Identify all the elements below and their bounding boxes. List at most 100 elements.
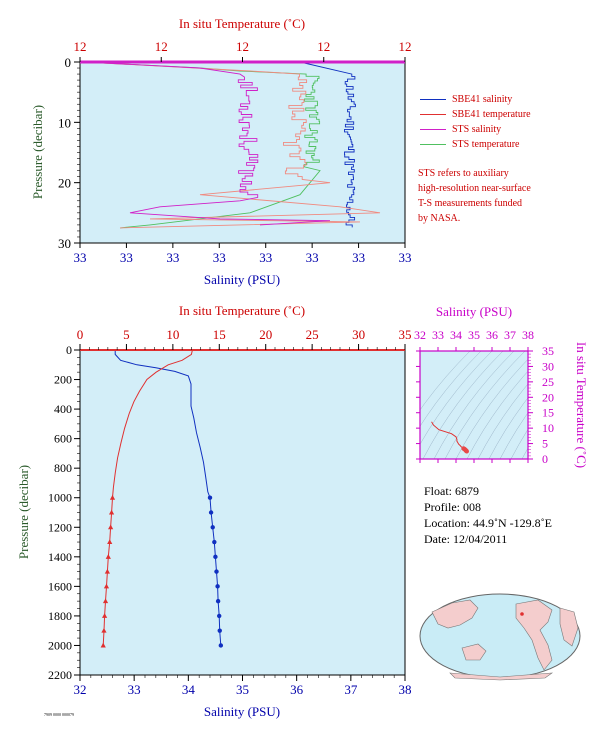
main-x-top-tick-label: 0 <box>77 327 84 342</box>
top-x-bottom-tick-label: 33 <box>166 250 179 265</box>
salinity-data-point <box>215 598 221 604</box>
top-x-bottom-tick-label: 33 <box>74 250 87 265</box>
main-x-bottom-tick-label: 34 <box>182 682 196 697</box>
main-x-bottom-ticks: 32 33 34 35 36 37 38 <box>74 675 412 697</box>
float-info: Float: 6879 Profile: 008 Location: 44.9˚… <box>424 483 552 547</box>
ts-x-tick-label: 32 <box>414 328 426 342</box>
main-x-bottom-axis-label: Salinity (PSU) <box>204 704 280 719</box>
density-contour <box>499 412 528 459</box>
main-panel-background <box>80 350 405 675</box>
top-x-top-tick-label: 12 <box>317 39 330 54</box>
top-x-top-axis-label: In situ Temperature (˚C) <box>179 16 305 31</box>
top-x-bottom-tick-label: 33 <box>259 250 272 265</box>
main-y-tick-label: 600 <box>54 432 72 446</box>
main-y-tick-label: 1600 <box>48 579 72 593</box>
ts-x-tick-label: 33 <box>432 328 444 342</box>
main-y-tick-label: 1000 <box>48 491 72 505</box>
top-x-bottom-ticks: 33 33 33 33 33 33 33 33 <box>74 243 412 265</box>
main-x-top-tick-label: 25 <box>306 327 319 342</box>
density-contour <box>422 351 504 459</box>
density-contour <box>455 358 528 459</box>
world-map-land-asia <box>431 599 479 629</box>
salinity-data-point <box>212 539 217 545</box>
salinity-data-point <box>208 510 214 515</box>
top-y-tick-label: 0 <box>65 55 72 70</box>
legend-label: SBE41 temperature <box>452 109 531 120</box>
float-location: Location: 44.9˚N -129.8˚E <box>424 516 552 530</box>
main-x-top-ticks: 0 5 10 15 20 25 30 35 <box>77 327 412 350</box>
top-y-tick-label: 30 <box>58 236 71 251</box>
top-x-bottom-tick-label: 33 <box>306 250 319 265</box>
world-map-land-americas <box>515 599 553 671</box>
ts-x-ticks: 32 33 34 35 36 37 38 <box>414 328 534 463</box>
ts-x-tick-label: 38 <box>522 328 534 342</box>
salinity-data-point <box>210 525 215 530</box>
ts-x-tick-label: 35 <box>468 328 480 342</box>
world-map-land-europe-africa <box>559 607 579 647</box>
density-contour <box>420 351 493 445</box>
density-contour <box>477 383 528 459</box>
top-x-top-tick-label: 12 <box>236 39 249 54</box>
footer-id: 7909 0000 000079 <box>44 712 74 717</box>
ts-y-tick-label: 25 <box>542 375 554 389</box>
legend-swatch <box>420 114 446 115</box>
legend-swatch <box>420 99 446 100</box>
top-panel: In situ Temperature (˚C) 12 12 12 12 12 33 33… <box>30 16 412 287</box>
ts-panel-trace <box>431 421 469 454</box>
ts-x-tick-label: 37 <box>504 328 516 342</box>
legend-item: STS temperature <box>420 137 531 152</box>
ts-y-tick-label: 15 <box>542 406 554 420</box>
top-y-axis-label: Pressure (decibar) <box>30 105 45 199</box>
main-x-bottom-tick-label: 38 <box>399 682 412 697</box>
density-contour <box>420 351 482 427</box>
main-x-bottom-tick-label: 35 <box>236 682 249 697</box>
top-panel-background <box>80 62 405 243</box>
main-y-tick-label: 0 <box>66 343 72 357</box>
temperature-data-point <box>108 509 115 515</box>
temperature-data-point <box>101 627 107 633</box>
main-y-tick-label: 2200 <box>48 668 72 682</box>
temperature-data-point <box>102 598 109 604</box>
top-x-top-tick-label: 12 <box>74 39 87 54</box>
main-panel: In situ Temperature (˚C) 0 5 10 15 20 25 30 35 … <box>16 303 412 719</box>
main-y-axis-label: Pressure (decibar) <box>16 465 31 559</box>
world-map <box>419 593 581 681</box>
top-x-top-tick-label: 12 <box>155 39 168 54</box>
temperature-data-point <box>108 524 114 530</box>
temperature-data-point <box>105 554 111 559</box>
ts-y-tick-label: 10 <box>542 421 554 435</box>
world-map-land-australia <box>461 643 487 661</box>
world-map-land-antarctica <box>449 672 554 681</box>
density-contour <box>420 351 471 411</box>
main-panel-traces <box>100 349 224 648</box>
legend-label: SBE41 salinity <box>452 94 513 105</box>
main-y-tick-label: 1400 <box>48 550 72 564</box>
main-y-tick-label: 1200 <box>48 520 72 534</box>
salinity-data-point <box>218 643 224 648</box>
top-y-ticks: 0 10 20 30 <box>58 55 80 251</box>
legend-item: SBE41 temperature <box>420 107 531 122</box>
ts-x-tick-label: 34 <box>450 328 462 342</box>
density-contour <box>466 370 528 459</box>
main-x-bottom-tick-label: 37 <box>344 682 358 697</box>
temperature-data-point <box>107 539 113 545</box>
density-contour <box>444 351 526 459</box>
main-x-top-tick-label: 5 <box>123 327 130 342</box>
ts-y-tick-label: 0 <box>542 452 548 466</box>
legend: SBE41 salinity SBE41 temperature STS salin… <box>420 92 531 152</box>
top-x-top-ticks: 12 12 12 12 12 <box>74 39 412 62</box>
sts-salinity-trace <box>83 61 331 226</box>
main-x-bottom-tick-label: 36 <box>290 682 304 697</box>
top-x-bottom-tick-label: 33 <box>213 250 226 265</box>
temperature-data-point <box>103 583 110 589</box>
legend-swatch <box>420 129 446 130</box>
ts-x-tick-label: 36 <box>486 328 498 342</box>
sts-temperature-trace <box>83 61 321 229</box>
density-contour <box>488 397 528 459</box>
main-y-tick-label: 400 <box>54 402 72 416</box>
ts-y-tick-label: 20 <box>542 390 554 404</box>
top-x-bottom-axis-label: Salinity (PSU) <box>204 272 280 287</box>
ts-density-contours <box>420 351 528 459</box>
